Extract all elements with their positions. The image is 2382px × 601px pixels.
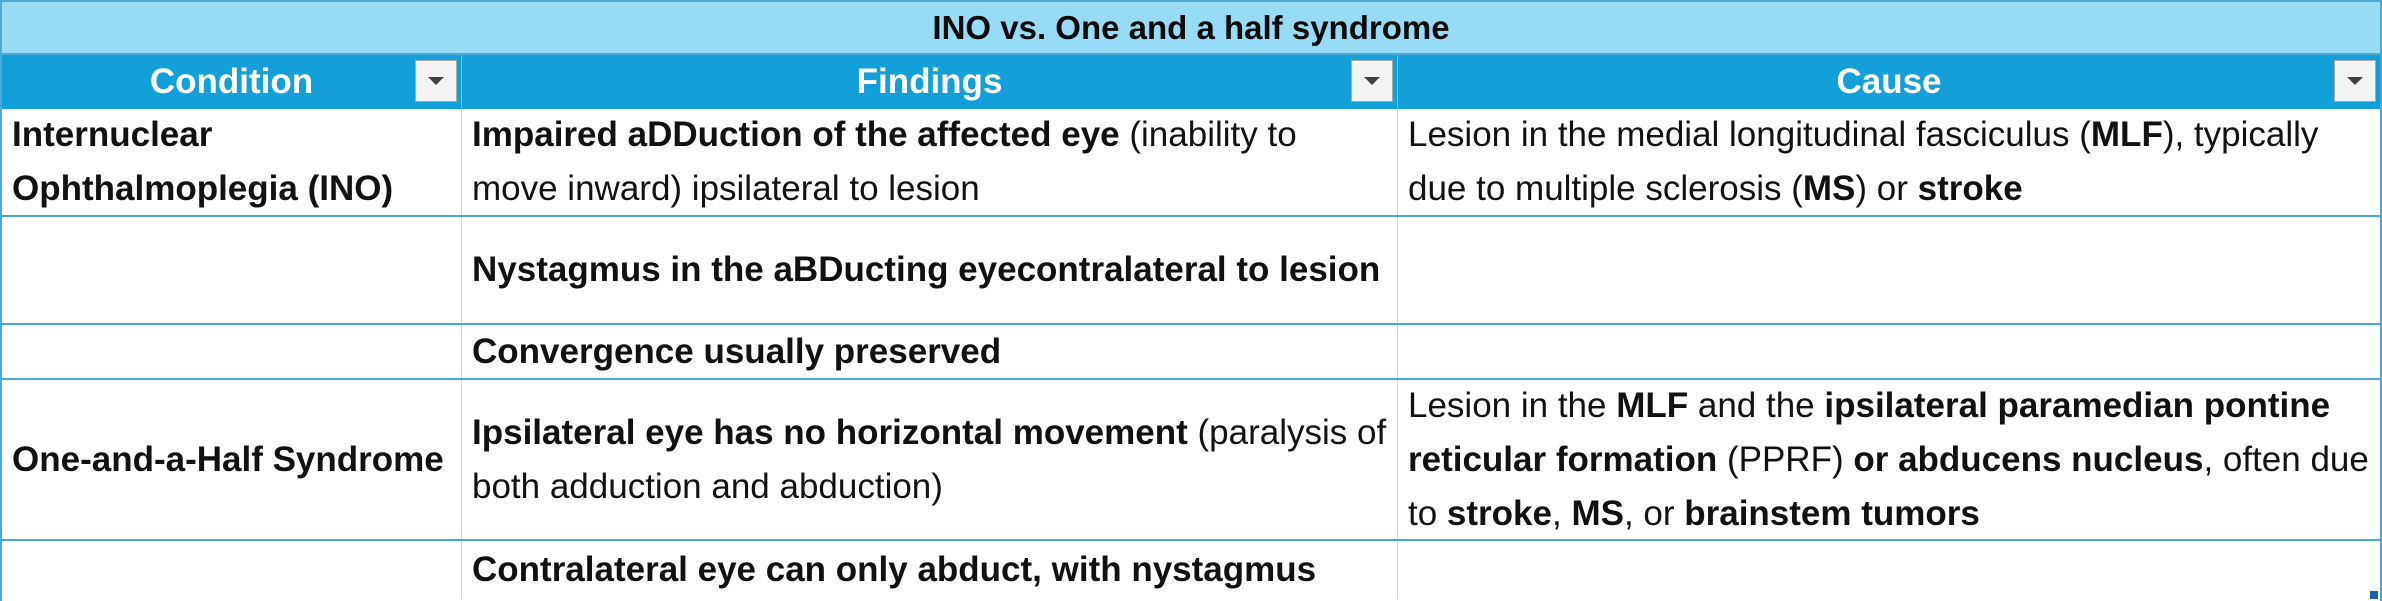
condition-text: One-and-a-Half Syndrome — [12, 439, 444, 479]
cell-cause[interactable] — [1398, 325, 2380, 378]
table-row: One-and-a-Half Syndrome Ipsilateral eye … — [2, 380, 2380, 541]
header-findings-label: Findings — [856, 62, 1003, 101]
header-cause-label: Cause — [1836, 62, 1942, 101]
cell-cause[interactable] — [1398, 217, 2380, 323]
cell-findings[interactable]: Nystagmus in the aBDucting eyecontralate… — [462, 217, 1398, 323]
header-findings[interactable]: Findings — [462, 55, 1398, 109]
cell-findings[interactable]: Ipsilateral eye has no horizontal moveme… — [462, 380, 1398, 539]
cell-condition[interactable] — [2, 541, 462, 599]
header-row: Condition Findings Cause — [2, 55, 2380, 109]
findings-text: Convergence usually preserved — [472, 331, 1002, 371]
cell-findings[interactable]: Convergence usually preserved — [462, 325, 1398, 378]
dropdown-triangle-icon — [428, 77, 444, 85]
cell-condition[interactable] — [2, 325, 462, 378]
cell-findings[interactable]: Impaired aDDuction of the affected eye (… — [462, 109, 1398, 215]
condition-text: Internuclear Ophthalmoplegia (INO) — [12, 115, 394, 208]
cell-cause[interactable] — [1398, 541, 2380, 599]
table-title[interactable]: INO vs. One and a half syndrome — [2, 0, 2380, 55]
table-row: Internuclear Ophthalmoplegia (INO) Impai… — [2, 109, 2380, 217]
header-condition[interactable]: Condition — [2, 55, 462, 109]
header-cause[interactable]: Cause — [1398, 55, 2380, 109]
cause-text: Lesion in the MLF and the ipsilateral pa… — [1408, 385, 2369, 533]
table-row: Contralateral eye can only abduct, with … — [2, 541, 2380, 599]
findings-text: Contralateral eye can only abduct, with … — [472, 550, 1317, 589]
filter-dropdown-condition[interactable] — [415, 60, 457, 102]
filter-dropdown-findings[interactable] — [1351, 60, 1393, 102]
cell-condition[interactable]: Internuclear Ophthalmoplegia (INO) — [2, 109, 462, 215]
cell-condition[interactable]: One-and-a-Half Syndrome — [2, 380, 462, 539]
findings-text: Impaired aDDuction of the affected eye (… — [472, 115, 1297, 208]
header-condition-label: Condition — [149, 62, 314, 101]
cell-findings[interactable]: Contralateral eye can only abduct, with … — [462, 541, 1398, 599]
table-resize-handle[interactable] — [2370, 591, 2378, 599]
filter-dropdown-cause[interactable] — [2334, 60, 2376, 102]
cell-cause[interactable]: Lesion in the MLF and the ipsilateral pa… — [1398, 380, 2380, 539]
findings-text: Nystagmus in the aBDucting eyecontralate… — [472, 250, 1381, 289]
dropdown-triangle-icon — [2347, 77, 2363, 85]
dropdown-triangle-icon — [1364, 77, 1380, 85]
findings-text: Ipsilateral eye has no horizontal moveme… — [472, 412, 1387, 506]
cell-cause[interactable]: Lesion in the medial longitudinal fascic… — [1398, 109, 2380, 215]
table-row: Convergence usually preserved — [2, 325, 2380, 380]
table-row: Nystagmus in the aBDucting eyecontralate… — [2, 217, 2380, 325]
cell-condition[interactable] — [2, 217, 462, 323]
cause-text: Lesion in the medial longitudinal fascic… — [1408, 115, 2319, 208]
